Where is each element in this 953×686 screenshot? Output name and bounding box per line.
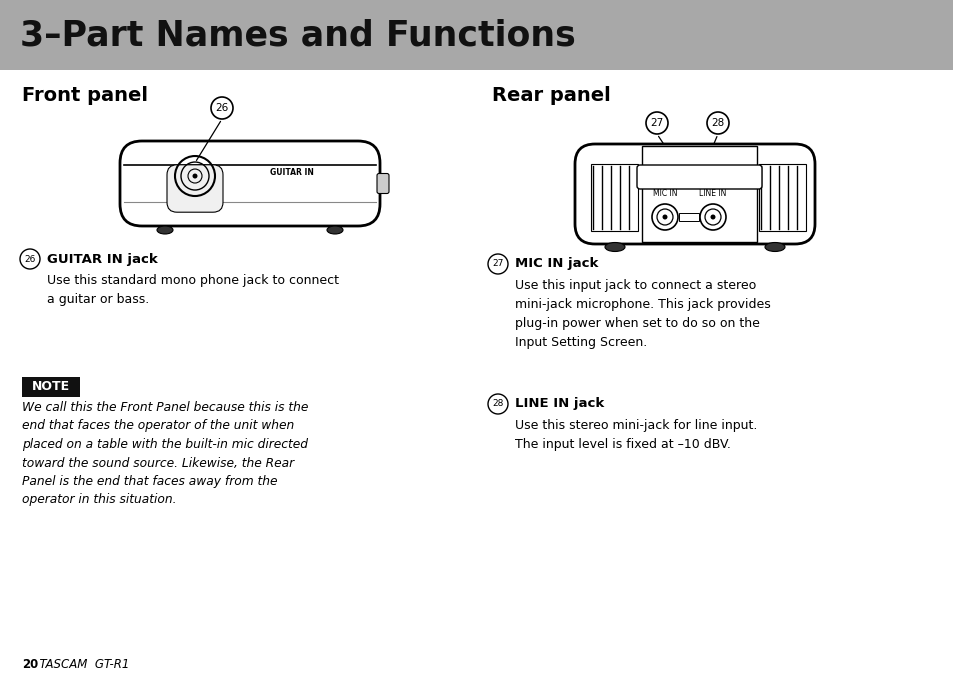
FancyBboxPatch shape [120,141,379,226]
Circle shape [710,215,715,220]
Bar [22,377,80,397]
Bar [641,146,757,242]
Text: 3–Part Names and Functions: 3–Part Names and Functions [20,18,576,52]
Text: LINE IN: LINE IN [699,189,726,198]
Text: GUITAR IN: GUITAR IN [270,167,314,176]
Text: 28: 28 [492,399,503,408]
Text: Use this input jack to connect a stereo
mini-jack microphone. This jack provides: Use this input jack to connect a stereo … [515,279,770,349]
FancyBboxPatch shape [637,165,761,189]
Ellipse shape [764,242,784,252]
Text: 26: 26 [24,255,35,263]
Bar [0,0,953,70]
Text: 27: 27 [492,259,503,268]
Text: 28: 28 [711,118,724,128]
FancyBboxPatch shape [575,144,814,244]
Text: LINE IN jack: LINE IN jack [515,397,603,410]
Text: NOTE: NOTE [31,381,70,394]
Text: 20: 20 [22,657,38,670]
Bar [679,213,699,221]
Ellipse shape [604,242,624,252]
Text: Front panel: Front panel [22,86,148,105]
Ellipse shape [157,226,172,234]
Text: Rear panel: Rear panel [492,86,610,105]
Ellipse shape [327,226,343,234]
Circle shape [193,174,197,178]
Text: We call this the Front Panel because this is the
end that faces the operator of : We call this the Front Panel because thi… [22,401,308,506]
Text: 26: 26 [215,103,229,113]
Text: MIC IN jack: MIC IN jack [515,257,598,270]
Circle shape [661,215,667,220]
Text: Use this standard mono phone jack to connect
a guitar or bass.: Use this standard mono phone jack to con… [47,274,338,306]
FancyBboxPatch shape [376,174,389,193]
Text: TASCAM  GT-R1: TASCAM GT-R1 [32,657,130,670]
Text: Use this stereo mini-jack for line input.
The input level is fixed at –10 dBV.: Use this stereo mini-jack for line input… [515,419,757,451]
Text: 27: 27 [650,118,663,128]
Text: MIC IN: MIC IN [652,189,677,198]
Text: GUITAR IN jack: GUITAR IN jack [47,252,157,265]
FancyBboxPatch shape [167,165,223,212]
